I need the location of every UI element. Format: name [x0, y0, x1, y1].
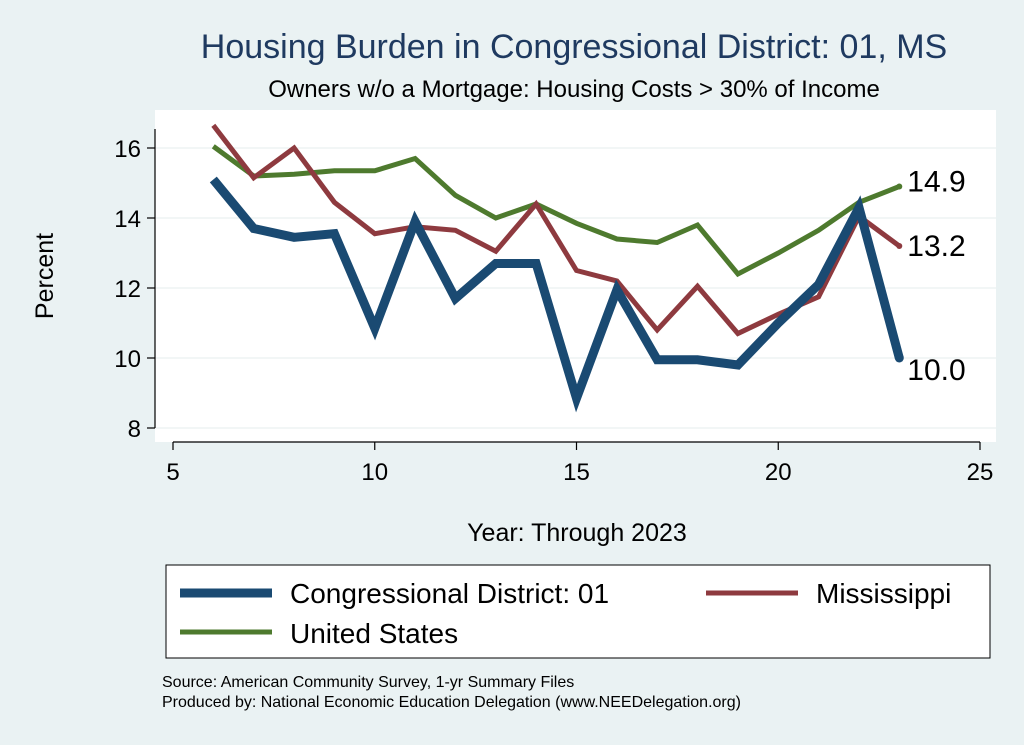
y-tick-label-10: 10	[114, 346, 141, 373]
y-axis-title: Percent	[31, 233, 59, 319]
y-tick-label-16: 16	[114, 136, 141, 163]
series-line-united-states	[211, 144, 901, 278]
legend-label-mississippi: Mississippi	[816, 578, 951, 609]
x-axis-title: Year: Through 2023	[467, 519, 687, 547]
legend-box	[165, 564, 991, 659]
x-tick-label-15: 15	[563, 459, 590, 486]
chart-subtitle: Owners w/o a Mortgage: Housing Costs > 3…	[268, 76, 880, 103]
y-tick-label-8: 8	[128, 416, 141, 443]
end-label-mississippi: 13.2	[907, 230, 965, 263]
y-tick-label-14: 14	[114, 206, 141, 233]
end-label-congressional-district-01: 10.0	[907, 354, 965, 387]
chart-title: Housing Burden in Congressional District…	[201, 28, 947, 66]
legend: Congressional District: 01 Mississippi U…	[165, 564, 991, 659]
series-lines	[209, 123, 904, 413]
y-axis-ticks: 8 10 12 14 16	[114, 136, 155, 443]
x-tick-label-5: 5	[166, 459, 179, 486]
source-line: Source: American Community Survey, 1-yr …	[162, 674, 574, 691]
producer-line: Produced by: National Economic Education…	[162, 694, 741, 711]
series-line-congressional-district-01	[209, 176, 904, 413]
x-tick-label-25: 25	[967, 459, 994, 486]
end-labels: 10.0 13.2 14.9	[894, 166, 966, 387]
legend-label-united-states: United States	[290, 618, 458, 649]
end-marker-united-states	[896, 183, 903, 190]
y-tick-label-12: 12	[114, 276, 141, 303]
end-marker-mississippi	[896, 243, 903, 249]
grid-lines	[155, 147, 996, 429]
x-tick-label-20: 20	[765, 459, 792, 486]
x-tick-label-10: 10	[361, 459, 388, 486]
legend-label-district: Congressional District: 01	[290, 578, 609, 609]
end-label-united-states: 14.9	[907, 166, 965, 199]
end-marker-congressional-district-01	[894, 353, 904, 363]
x-axis-ticks: 5 10 15 20 25	[166, 442, 993, 486]
